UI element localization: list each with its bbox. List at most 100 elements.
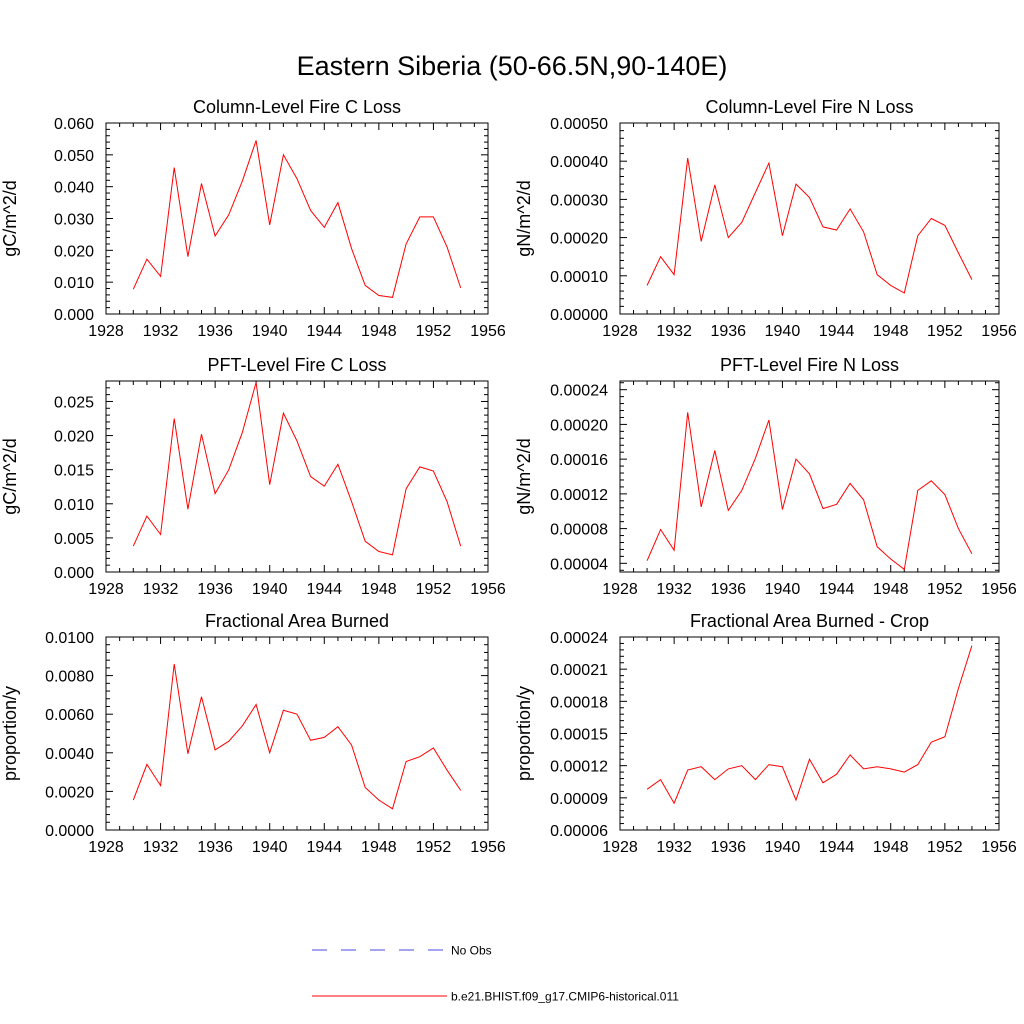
- x-tick-label: 1952: [416, 323, 452, 340]
- series-line: [646, 645, 973, 805]
- x-tick-label: 1952: [927, 323, 963, 340]
- y-tick-label: 0.0040: [45, 746, 94, 763]
- y-tick-label: 0.00020: [550, 231, 608, 248]
- y-axis-label: gC/m^2/d: [0, 180, 20, 256]
- y-tick-label: 0.00012: [550, 487, 608, 504]
- y-tick-label: 0.005: [54, 531, 94, 548]
- x-tick-label: 1928: [602, 323, 638, 340]
- x-tick-label: 1944: [306, 581, 342, 598]
- y-tick-label: 0.0000: [45, 823, 94, 840]
- y-tick-label: 0.0100: [45, 630, 94, 647]
- panel-title: Fractional Area Burned: [205, 611, 389, 631]
- panel-6: Fractional Area Burned - Crop proportion/…: [514, 611, 1017, 856]
- y-tick-label: 0.00018: [550, 694, 608, 711]
- panel-title: PFT-Level Fire C Loss: [207, 355, 386, 375]
- series-line: [646, 158, 973, 294]
- y-tick-label: 0.00015: [550, 727, 608, 744]
- x-tick-label: 1940: [765, 323, 801, 340]
- y-tick-label: 0.00030: [550, 192, 608, 209]
- panel-1: Column-Level Fire C Loss gC/m^2/d 1928 1932…: [0, 97, 506, 340]
- series-line: [132, 140, 462, 298]
- legend-label-model: b.e21.BHIST.f09_g17.CMIP6-historical.011: [451, 990, 679, 1004]
- x-tick-label: 1952: [927, 839, 963, 856]
- x-tick-label: 1940: [765, 839, 801, 856]
- y-tick-label: 0.00040: [550, 154, 608, 171]
- y-axis-label: gN/m^2/d: [514, 180, 534, 256]
- panel-title: PFT-Level Fire N Loss: [720, 355, 899, 375]
- y-tick-label: 0.0080: [45, 669, 94, 686]
- x-tick-label: 1932: [656, 323, 692, 340]
- y-tick-label: 0.00009: [550, 791, 608, 808]
- x-tick-label: 1940: [252, 581, 288, 598]
- y-axis-label: gC/m^2/d: [0, 438, 20, 514]
- x-tick-label: 1948: [361, 323, 397, 340]
- x-tick-label: 1936: [197, 839, 233, 856]
- legend-label-no-obs: No Obs: [451, 944, 492, 958]
- x-tick-label: 1948: [873, 839, 909, 856]
- y-axis-label: gN/m^2/d: [514, 438, 534, 514]
- y-tick-label: 0.060: [54, 116, 94, 133]
- y-tick-label: 0.010: [54, 275, 94, 292]
- x-tick-label: 1944: [306, 839, 342, 856]
- y-tick-label: 0.010: [54, 497, 94, 514]
- x-tick-label: 1940: [765, 581, 801, 598]
- x-tick-label: 1936: [710, 839, 746, 856]
- panel-title: Fractional Area Burned - Crop: [690, 611, 929, 631]
- x-tick-label: 1956: [981, 839, 1017, 856]
- x-tick-label: 1928: [602, 581, 638, 598]
- x-tick-label: 1952: [416, 839, 452, 856]
- x-tick-label: 1956: [981, 581, 1017, 598]
- x-tick-label: 1948: [361, 581, 397, 598]
- x-tick-label: 1940: [252, 839, 288, 856]
- y-tick-label: 0.00020: [550, 417, 608, 434]
- y-tick-label: 0.000: [54, 565, 94, 582]
- y-tick-label: 0.040: [54, 180, 94, 197]
- x-tick-label: 1928: [88, 323, 124, 340]
- y-tick-label: 0.00006: [550, 823, 608, 840]
- y-tick-label: 0.000: [54, 307, 94, 324]
- x-tick-label: 1956: [470, 581, 506, 598]
- x-tick-label: 1948: [873, 323, 909, 340]
- y-tick-label: 0.00008: [550, 522, 608, 539]
- series-line: [132, 382, 462, 556]
- y-tick-label: 0.00010: [550, 269, 608, 286]
- x-tick-label: 1944: [819, 323, 855, 340]
- x-tick-label: 1944: [306, 323, 342, 340]
- y-axis-label: proportion/y: [0, 686, 20, 781]
- panel-title: Column-Level Fire C Loss: [193, 97, 401, 117]
- y-tick-label: 0.00016: [550, 452, 608, 469]
- x-tick-label: 1928: [88, 839, 124, 856]
- x-tick-label: 1956: [470, 323, 506, 340]
- y-tick-label: 0.015: [54, 463, 94, 480]
- x-tick-label: 1936: [710, 323, 746, 340]
- x-tick-label: 1956: [981, 323, 1017, 340]
- y-tick-label: 0.0020: [45, 784, 94, 801]
- y-tick-label: 0.00024: [550, 383, 608, 400]
- panel-5: Fractional Area Burned proportion/y 1928 19…: [0, 611, 506, 856]
- legend: No Obs b.e21.BHIST.f09_g17.CMIP6-histori…: [312, 944, 679, 1004]
- x-tick-label: 1944: [819, 839, 855, 856]
- y-tick-label: 0.00000: [550, 307, 608, 324]
- x-tick-label: 1936: [197, 323, 233, 340]
- x-tick-label: 1940: [252, 323, 288, 340]
- x-tick-label: 1956: [470, 839, 506, 856]
- x-tick-label: 1936: [197, 581, 233, 598]
- panel-4: PFT-Level Fire N Loss gN/m^2/d 1928 1932 193…: [514, 355, 1017, 598]
- y-axis-label: proportion/y: [514, 686, 534, 781]
- x-tick-label: 1944: [819, 581, 855, 598]
- y-tick-label: 0.050: [54, 148, 94, 165]
- y-tick-label: 0.0060: [45, 707, 94, 724]
- panel-2: Column-Level Fire N Loss gN/m^2/d 1928 1932…: [514, 97, 1017, 340]
- panel-title: Column-Level Fire N Loss: [705, 97, 913, 117]
- x-tick-label: 1932: [143, 581, 179, 598]
- series-line: [132, 663, 462, 810]
- x-tick-label: 1928: [88, 581, 124, 598]
- legend-entry-no-obs: No Obs: [312, 944, 492, 958]
- x-tick-label: 1952: [927, 581, 963, 598]
- y-tick-label: 0.030: [54, 212, 94, 229]
- panels: Column-Level Fire C Loss gC/m^2/d 1928 1932…: [0, 97, 1017, 856]
- y-tick-label: 0.00050: [550, 116, 608, 133]
- y-tick-label: 0.00004: [550, 556, 608, 573]
